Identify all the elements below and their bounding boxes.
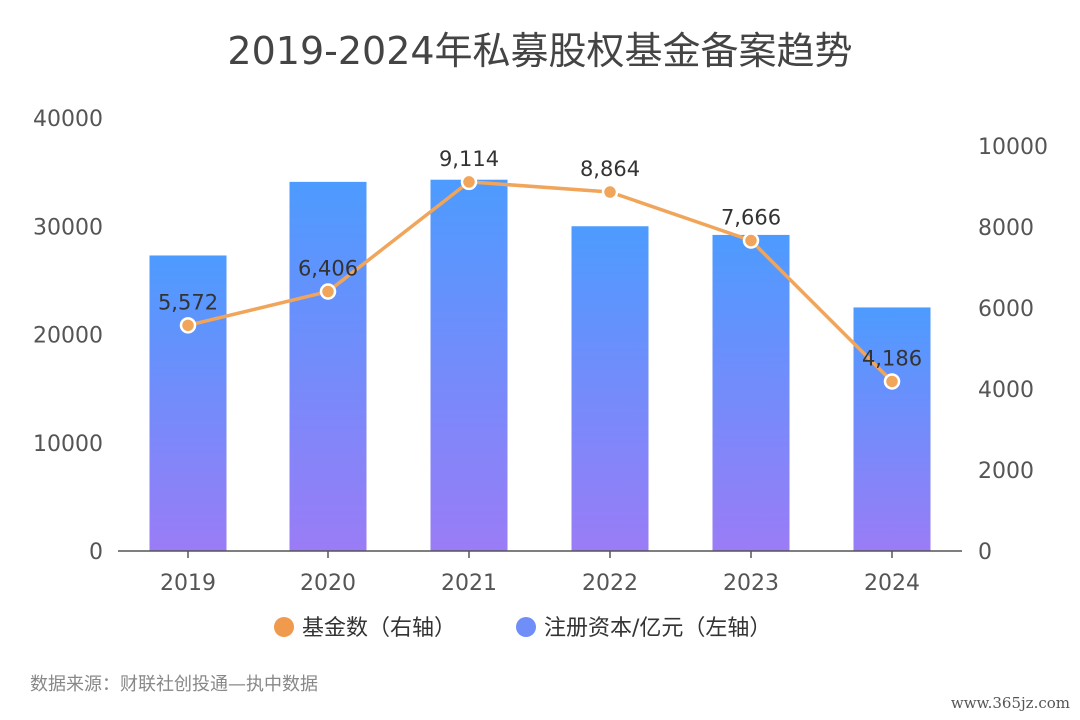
left-tick-label: 20000: [33, 324, 103, 349]
data-label: 5,572: [158, 290, 218, 314]
right-tick-label: 10000: [978, 135, 1048, 160]
line-point-2022: [601, 183, 619, 201]
left-tick-label: 30000: [33, 215, 103, 240]
bar-2020: [289, 181, 367, 551]
right-axis-ticks: 0 2000 4000 6000 8000 10000: [978, 135, 1048, 565]
data-label: 4,186: [862, 346, 922, 370]
bar-2024: [853, 307, 931, 551]
right-tick-label: 2000: [978, 459, 1034, 484]
line-point-2019: [179, 317, 197, 334]
bar-2022: [571, 226, 649, 551]
chart-title: 2019-2024年私募股权基金备案趋势: [227, 29, 852, 73]
right-tick-label: 0: [978, 540, 992, 565]
line-path: [187, 180, 894, 383]
left-tick-label: 10000: [33, 432, 103, 457]
x-tick-label: 2019: [160, 571, 216, 596]
x-axis-ticks: 2019 2020 2021 2022 2023 2024: [160, 551, 920, 596]
legend-marker-bar: [516, 617, 536, 637]
line-point-2024: [883, 373, 901, 390]
data-source: 数据来源：财联社创投通—执中数据: [30, 674, 318, 695]
watermark: www.365jz.com: [951, 694, 1070, 712]
x-tick-label: 2024: [864, 571, 920, 596]
data-label: 7,666: [721, 206, 781, 230]
line-point-2020: [319, 283, 337, 300]
line-point-2021: [460, 173, 478, 191]
bar-2019: [149, 255, 227, 552]
x-tick-label: 2020: [300, 571, 356, 596]
right-tick-label: 6000: [978, 297, 1034, 322]
bar-series: [149, 179, 931, 552]
bar-2021: [430, 179, 508, 551]
bar-2023: [712, 234, 790, 551]
right-tick-label: 8000: [978, 216, 1034, 241]
x-tick-label: 2021: [441, 571, 497, 596]
line-series: 5,572 6,406 9,114 8,864 7,666 4,186: [158, 147, 922, 390]
legend: 基金数（右轴） 注册资本/亿元（左轴）: [274, 616, 771, 641]
right-tick-label: 4000: [978, 378, 1034, 403]
legend-marker-line: [274, 617, 294, 637]
x-tick-label: 2022: [582, 571, 638, 596]
legend-label-line: 基金数（右轴）: [302, 616, 456, 641]
data-label: 9,114: [439, 147, 499, 171]
x-tick-label: 2023: [723, 571, 779, 596]
data-label: 8,864: [580, 157, 640, 181]
line-point-2023: [742, 232, 760, 249]
data-label: 6,406: [298, 257, 358, 281]
left-tick-label: 40000: [33, 107, 103, 132]
left-axis-ticks: 0 10000 20000 30000 40000: [33, 107, 103, 565]
legend-label-bar: 注册资本/亿元（左轴）: [544, 616, 771, 641]
left-tick-label: 0: [89, 540, 103, 565]
